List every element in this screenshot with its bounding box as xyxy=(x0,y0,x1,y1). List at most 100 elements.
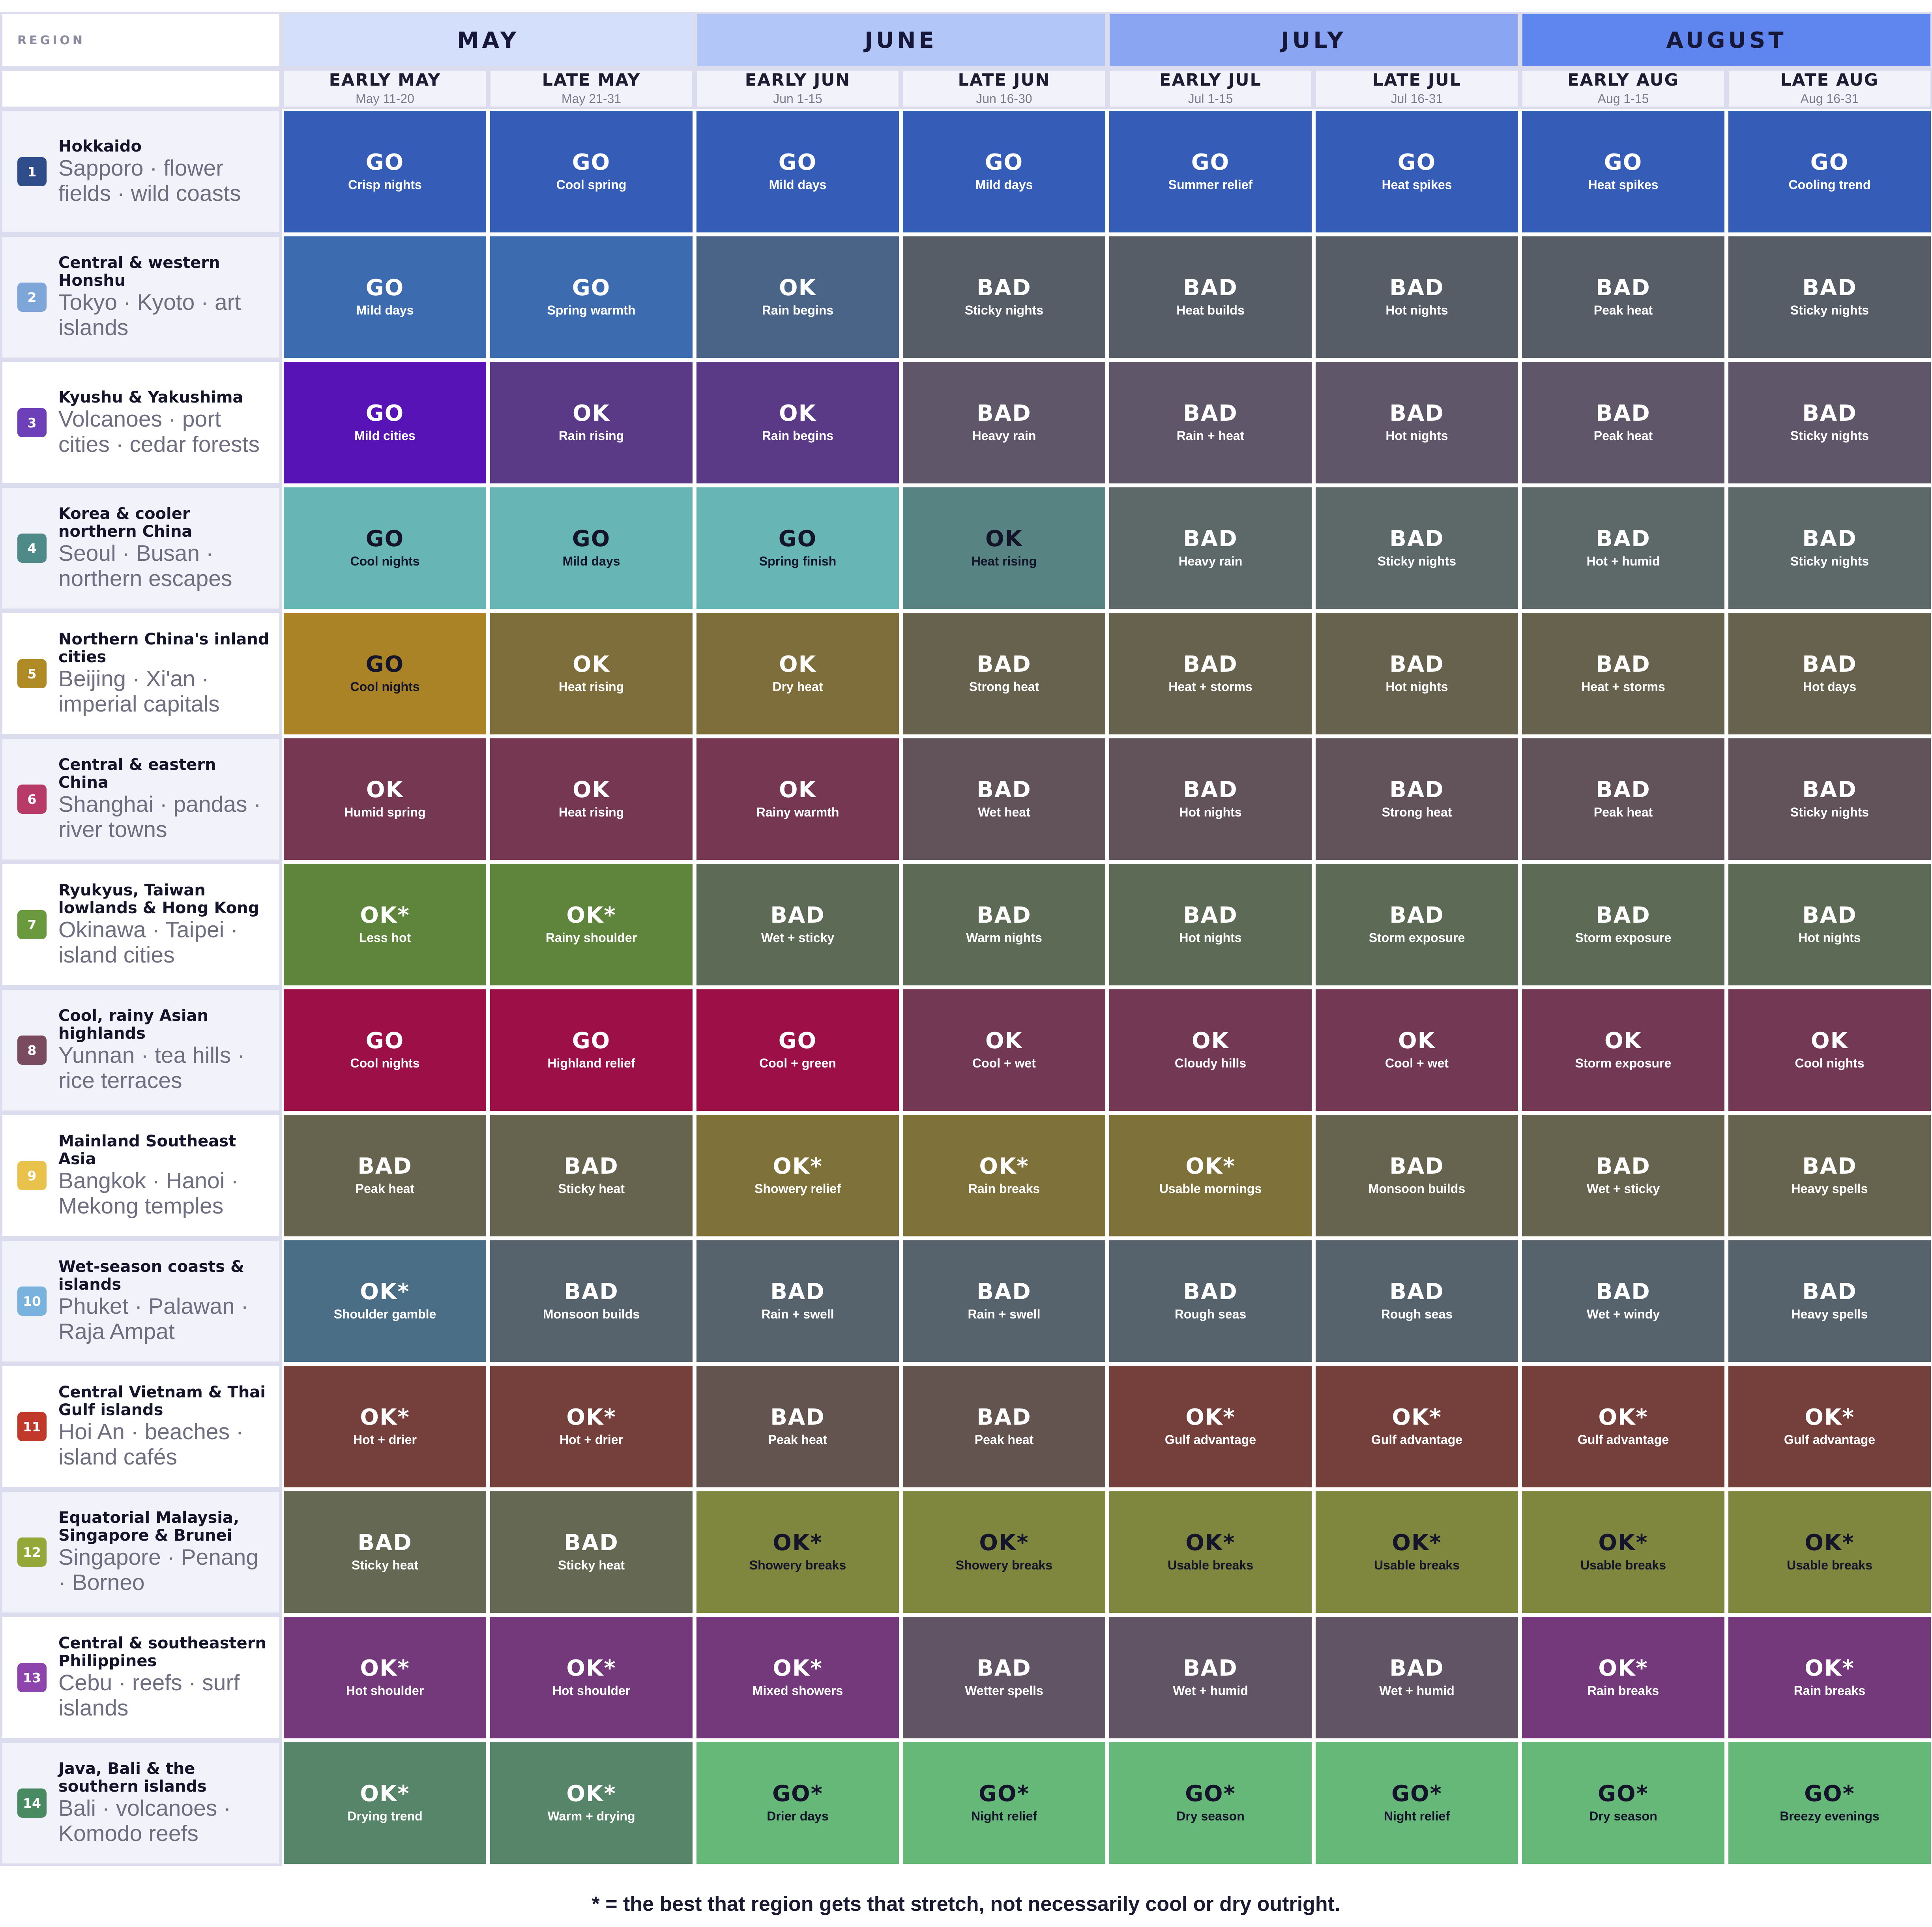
status-note: Less hot xyxy=(359,930,411,945)
status-cell: BAD Peak heat xyxy=(1522,236,1724,358)
status-cell: OK* Shoulder gamble xyxy=(284,1240,486,1362)
status-note: Hot nights xyxy=(1385,428,1448,443)
status-cell: BAD Storm exposure xyxy=(1522,864,1724,985)
status-note: Wet heat xyxy=(978,805,1030,819)
status-label: BAD xyxy=(1802,1279,1857,1305)
status-note: Rain breaks xyxy=(1793,1683,1866,1698)
status-note: Heat spikes xyxy=(1382,177,1452,192)
status-note: Drier days xyxy=(767,1809,829,1823)
status-note: Storm exposure xyxy=(1575,1056,1672,1070)
status-label: OK* xyxy=(1392,1530,1442,1556)
status-cell: BAD Monsoon builds xyxy=(490,1240,693,1362)
region-label-cell: 12 Equatorial Malaysia, Singapore & Brune… xyxy=(0,1489,282,1615)
status-label: BAD xyxy=(1596,902,1651,928)
status-note: Sticky nights xyxy=(1790,303,1869,317)
period-header-3: EARLY JUN Jun 1-15 xyxy=(695,69,901,109)
status-note: Usable breaks xyxy=(1167,1558,1253,1572)
status-label: OK* xyxy=(566,1404,616,1430)
status-note: Storm exposure xyxy=(1575,930,1672,945)
region-number-badge: 14 xyxy=(17,1788,47,1818)
month-header-2: JUNE xyxy=(695,12,1107,69)
status-cell: GO Mild cities xyxy=(284,362,486,483)
status-cell: OK* Usable breaks xyxy=(1109,1491,1312,1613)
status-cell: GO* Dry season xyxy=(1109,1742,1312,1864)
status-cell: BAD Hot nights xyxy=(1316,362,1518,483)
status-label: BAD xyxy=(770,1279,825,1305)
status-note: Drying trend xyxy=(347,1809,423,1823)
status-note: Mild cities xyxy=(354,428,416,443)
region-number-badge: 10 xyxy=(17,1287,47,1316)
region-name: Hokkaido xyxy=(58,137,142,155)
region-highlights: Shanghai · pandas · river towns xyxy=(58,792,261,842)
status-cell: BAD Sticky heat xyxy=(490,1491,693,1613)
status-label: BAD xyxy=(1183,902,1238,928)
region-highlights: Bali · volcanoes · Komodo reefs xyxy=(58,1796,231,1846)
status-note: Rough seas xyxy=(1381,1307,1453,1321)
status-label: BAD xyxy=(1802,902,1857,928)
status-cell: BAD Peak heat xyxy=(284,1115,486,1236)
status-note: Heat + storms xyxy=(1168,679,1252,694)
status-cell: GO* Night relief xyxy=(903,1742,1105,1864)
status-cell: GO Spring warmth xyxy=(490,236,693,358)
region-name: Central & eastern China xyxy=(58,756,216,792)
status-cell: OK Rain rising xyxy=(490,362,693,483)
region-number-badge: 8 xyxy=(17,1036,47,1065)
status-note: Heavy rain xyxy=(1178,554,1243,568)
period-label: LATE AUG xyxy=(1780,70,1879,90)
month-label: JUNE xyxy=(865,27,937,53)
status-cell: OK* Gulf advantage xyxy=(1316,1366,1518,1487)
period-dates: Jul 1-15 xyxy=(1188,92,1233,106)
status-note: Heat rising xyxy=(558,805,624,819)
status-cell: BAD Heat builds xyxy=(1109,236,1312,358)
month-label: AUGUST xyxy=(1666,27,1787,53)
status-cell: OK Rain begins xyxy=(696,236,899,358)
status-label: OK xyxy=(1192,1028,1229,1054)
status-note: Peak heat xyxy=(355,1181,415,1196)
status-label: BAD xyxy=(770,902,825,928)
region-text: Cool, rainy Asian highlands Yunnan · tea … xyxy=(58,1007,279,1094)
status-label: GO xyxy=(1191,149,1230,175)
status-label: GO xyxy=(1604,149,1643,175)
status-label: BAD xyxy=(1802,777,1857,803)
status-cell: GO Crisp nights xyxy=(284,111,486,232)
status-label: BAD xyxy=(1596,526,1651,552)
region-label-cell: 8 Cool, rainy Asian highlands Yunnan · tea… xyxy=(0,987,282,1113)
region-name: Central & southeastern Philippines xyxy=(58,1634,266,1670)
status-label: BAD xyxy=(1596,651,1651,677)
status-label: BAD xyxy=(1389,651,1444,677)
status-label: GO xyxy=(365,275,404,301)
status-cell: OK* Hot shoulder xyxy=(490,1617,693,1738)
period-dates: Jun 16-30 xyxy=(976,92,1032,106)
status-note: Night relief xyxy=(971,1809,1037,1823)
status-label: OK* xyxy=(1805,1530,1855,1556)
period-label: EARLY JUN xyxy=(745,70,851,90)
status-note: Dry season xyxy=(1176,1809,1245,1823)
status-cell: OK Heat rising xyxy=(490,613,693,734)
status-label: BAD xyxy=(564,1279,619,1305)
status-cell: OK Cloudy hills xyxy=(1109,989,1312,1111)
status-note: Hot + humid xyxy=(1586,554,1660,568)
period-header-4: LATE JUN Jun 16-30 xyxy=(901,69,1107,109)
status-cell: BAD Sticky heat xyxy=(490,1115,693,1236)
status-cell: BAD Storm exposure xyxy=(1316,864,1518,985)
status-cell: BAD Heat + storms xyxy=(1109,613,1312,734)
region-name: Kyushu & Yakushima xyxy=(58,388,243,406)
region-number-badge: 7 xyxy=(17,910,47,939)
status-cell: BAD Heat + storms xyxy=(1522,613,1724,734)
region-text: Java, Bali & the southern islands Bali · … xyxy=(58,1760,279,1846)
region-name: Java, Bali & the southern islands xyxy=(58,1760,207,1796)
status-label: OK* xyxy=(1185,1153,1236,1179)
status-note: Hot + drier xyxy=(560,1432,623,1447)
status-label: OK* xyxy=(360,1279,410,1305)
status-cell: OK* Usable mornings xyxy=(1109,1115,1312,1236)
status-cell: BAD Hot nights xyxy=(1109,864,1312,985)
status-note: Heavy spells xyxy=(1791,1181,1868,1196)
region-text: Ryukyus, Taiwan lowlands & Hong Kong Okin… xyxy=(58,882,279,968)
status-note: Wetter spells xyxy=(965,1683,1043,1698)
status-label: BAD xyxy=(1183,1655,1238,1681)
status-cell: GO Highland relief xyxy=(490,989,693,1111)
status-label: BAD xyxy=(977,1655,1032,1681)
status-label: BAD xyxy=(977,400,1032,426)
status-label: BAD xyxy=(1183,651,1238,677)
